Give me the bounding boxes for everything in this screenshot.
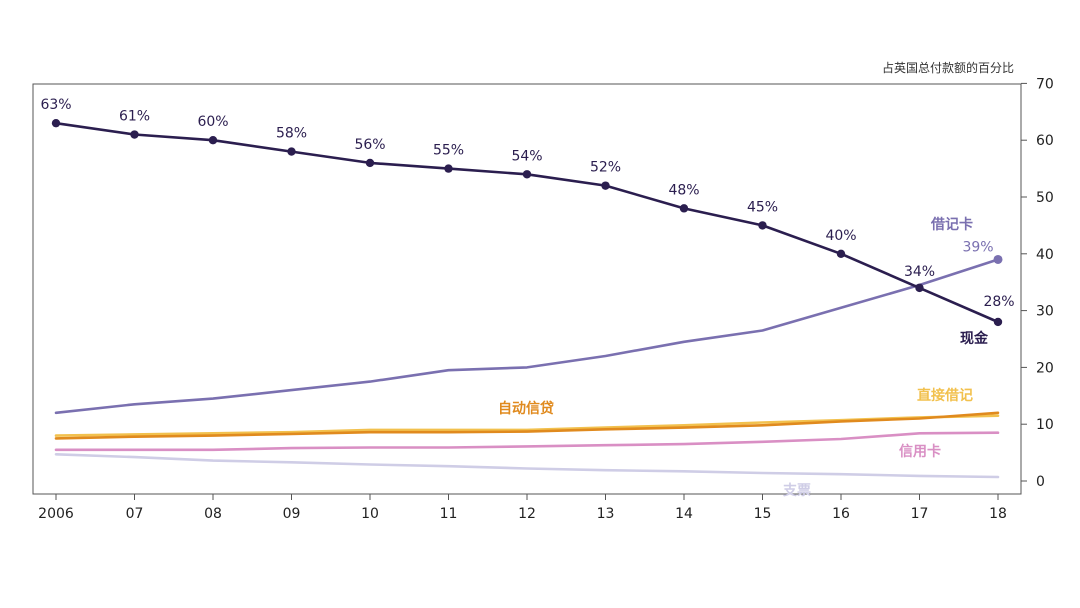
- x-tick-label: 12: [518, 506, 536, 522]
- x-tick-label: 16: [832, 506, 850, 522]
- y-tick-label: 30: [1036, 304, 1054, 320]
- cash-point-label: 61%: [119, 109, 150, 125]
- x-axis: 2006 07 08 09 10 11 12 13 14 15 16 17 18: [38, 494, 1007, 522]
- series-line-4: [54, 431, 1000, 452]
- x-tick-label: 08: [204, 506, 222, 522]
- cash-point-marker: [365, 158, 375, 168]
- cash-point-marker: [836, 249, 846, 258]
- x-tick-label: 14: [675, 506, 693, 522]
- cash-point-label: 45%: [747, 199, 778, 215]
- series-line-5: [54, 452, 1000, 479]
- cash-point-marker: [993, 317, 1003, 327]
- cash-point-label: 56%: [354, 137, 385, 153]
- x-tick-label: 15: [754, 506, 772, 522]
- y-tick-label: 40: [1036, 247, 1054, 263]
- x-tick-label: 2006: [38, 506, 74, 522]
- cash-point-label: 55%: [433, 143, 464, 159]
- cash-point-marker: [915, 283, 924, 293]
- series-name-label: 现金: [960, 330, 989, 347]
- x-tick-label: 18: [989, 506, 1007, 522]
- cash-point-marker: [51, 118, 61, 128]
- cash-point-label: 34%: [904, 264, 935, 280]
- cash-point-marker: [679, 204, 689, 213]
- x-tick-label: 07: [126, 506, 144, 522]
- cash-point-marker: [758, 221, 767, 230]
- cash-point-label: 52%: [590, 160, 621, 176]
- cash-point-label: 28%: [983, 294, 1014, 310]
- series-markers: [51, 118, 1003, 327]
- y-tick-label: 50: [1036, 190, 1054, 206]
- cash-point-marker: [130, 130, 139, 139]
- y-tick-label: 60: [1036, 133, 1054, 149]
- y-axis: 0 10 20 30 40 50 60 70: [1021, 76, 1054, 490]
- y-tick-label: 20: [1036, 360, 1054, 376]
- cash-point-marker: [208, 136, 218, 145]
- cash-point-label: 48%: [668, 182, 699, 198]
- cash-point-marker: [601, 181, 610, 190]
- series-line-1: [54, 258, 1000, 415]
- series-name-label: 信用卡: [899, 443, 941, 460]
- series-name-label: 借记卡: [930, 216, 973, 233]
- y-tick-label: 0: [1036, 474, 1045, 490]
- series-name-label: 直接借记: [917, 387, 973, 404]
- series-name-label: 自动信贷: [498, 400, 554, 417]
- cash-point-label: 54%: [511, 148, 542, 164]
- cash-point-label: 63%: [40, 97, 71, 113]
- y-tick-label: 70: [1036, 76, 1054, 92]
- series-line-2: [54, 411, 1000, 440]
- debit-card-point-label: 39%: [962, 239, 993, 255]
- series-name-label: 支票: [782, 482, 811, 499]
- x-tick-label: 13: [597, 506, 615, 522]
- x-tick-label: 17: [911, 506, 929, 522]
- cash-point-marker: [522, 170, 532, 179]
- x-tick-label: 11: [440, 506, 458, 522]
- y-tick-label: 10: [1036, 417, 1054, 433]
- point-labels: 63% 61% 60% 58% 56% 55% 54% 52% 48% 45% 40% 34% 28% 3…: [40, 97, 1014, 310]
- cash-point-marker: [287, 147, 296, 156]
- cash-point-marker: [444, 164, 453, 173]
- cash-point-label: 40%: [825, 228, 856, 244]
- debit-card-end-marker: [993, 254, 1003, 264]
- x-tick-label: 09: [283, 506, 301, 522]
- y-unit-label: 占英国总付款额的百分比: [882, 60, 1014, 75]
- x-tick-label: 10: [361, 506, 379, 522]
- series-lines: [54, 121, 1000, 479]
- cash-point-label: 60%: [197, 114, 228, 130]
- cash-point-label: 58%: [276, 126, 307, 142]
